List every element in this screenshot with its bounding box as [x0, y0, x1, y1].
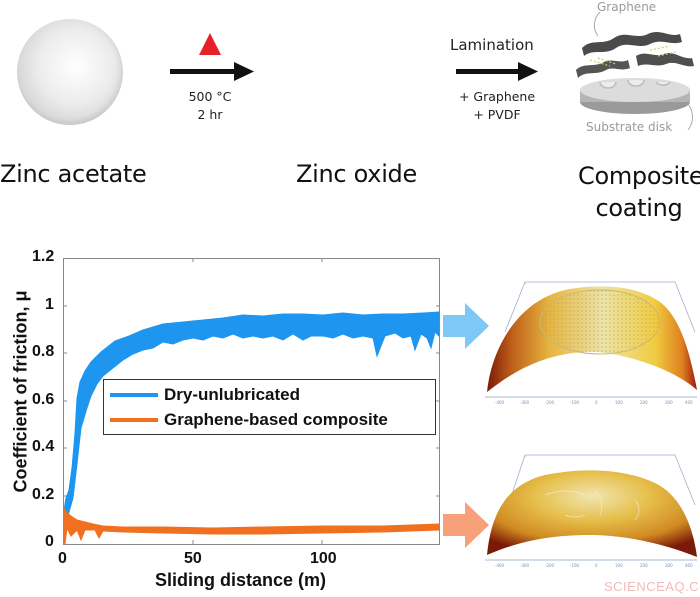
surface-profile-worn: -400 -300 -200 -100 0 100 200 300 400 [485, 281, 697, 405]
arrow1-duration: 2 hr [197, 107, 223, 122]
arrow2-additives: + Graphene + PVDF [452, 88, 542, 124]
svg-text:-400: -400 [495, 563, 505, 568]
substrate-disk-label: Substrate disk [586, 120, 673, 134]
chart-legend: Dry-unlubricated Graphene-based composit… [103, 379, 436, 435]
y-tick-0.2: 0.2 [32, 486, 55, 503]
svg-text:-300: -300 [520, 400, 530, 405]
svg-text:-200: -200 [545, 563, 555, 568]
y-tick-0.4: 0.4 [32, 438, 55, 455]
graphene-label: Graphene [597, 0, 657, 14]
svg-text:-100: -100 [570, 563, 580, 568]
x-tick-100: 100 [310, 550, 337, 567]
svg-text:-300: -300 [520, 563, 530, 568]
series-dry-unlubricated [63, 311, 440, 527]
legend-label-graphene: Graphene-based composite [164, 410, 388, 429]
orange-arrow-icon [443, 502, 489, 548]
composite-layers-icon [576, 11, 694, 131]
svg-text:0: 0 [595, 563, 598, 568]
y-axis-title: Coefficient of friction, μ [10, 290, 31, 493]
svg-text:0: 0 [595, 400, 598, 405]
svg-text:100: 100 [615, 400, 623, 405]
reaction-arrow-1-icon [170, 62, 254, 81]
y-tick-0: 0 [45, 533, 54, 550]
arrow2-title: Lamination [450, 36, 534, 54]
svg-text:400: 400 [685, 400, 693, 405]
svg-text:-400: -400 [495, 400, 505, 405]
arrow2-graphene: + Graphene [458, 89, 536, 104]
reaction-arrow-2-icon [456, 62, 538, 81]
svg-text:400: 400 [685, 563, 693, 568]
y-tick-1: 1 [45, 296, 54, 313]
svg-text:200: 200 [640, 400, 648, 405]
legend-swatch-orange [110, 418, 158, 422]
sphere-icon [17, 19, 123, 125]
process-schematic: Zinc acetate 500 °C 2 hr Zinc oxide Lami… [0, 0, 700, 240]
arrow1-conditions: 500 °C 2 hr [170, 88, 250, 124]
svg-text:-100: -100 [570, 400, 580, 405]
svg-text:300: 300 [665, 400, 673, 405]
arrow1-temperature: 500 °C [188, 89, 232, 104]
blue-arrow-icon [443, 303, 489, 349]
legend-swatch-blue [110, 393, 158, 397]
step-label-composite: Composite coating [578, 160, 700, 224]
svg-text:300: 300 [665, 563, 673, 568]
series-graphene-composite [63, 507, 440, 545]
legend-item-graphene: Graphene-based composite [110, 408, 388, 432]
svg-text:-200: -200 [545, 400, 555, 405]
step-label-composite-line1: Composite [578, 162, 700, 190]
watermark: SCIENCEAQ.COM [604, 579, 700, 594]
y-tick-0.8: 0.8 [32, 343, 55, 360]
x-tick-0: 0 [58, 550, 67, 567]
step-label-zinc-oxide: Zinc oxide [296, 160, 417, 188]
step-label-zinc-acetate: Zinc acetate [0, 160, 147, 188]
svg-text:100: 100 [615, 563, 623, 568]
arrow2-pvdf: + PVDF [473, 107, 521, 122]
svg-text:200: 200 [640, 563, 648, 568]
y-tick-0.6: 0.6 [32, 391, 55, 408]
heat-triangle-icon [199, 33, 221, 55]
step-label-composite-line2: coating [595, 194, 683, 222]
y-tick-1.2: 1.2 [32, 248, 55, 265]
x-axis-title: Sliding distance (m) [155, 570, 327, 590]
surface-profile-smooth: -400 -300 -200 -100 0 100 200 300 400 [485, 454, 697, 568]
friction-chart: Coefficient of friction, μ 1.2 1 0.8 0.6… [0, 248, 450, 597]
legend-label-dry: Dry-unlubricated [164, 385, 301, 404]
legend-item-dry: Dry-unlubricated [110, 383, 300, 407]
x-tick-50: 50 [184, 550, 202, 567]
